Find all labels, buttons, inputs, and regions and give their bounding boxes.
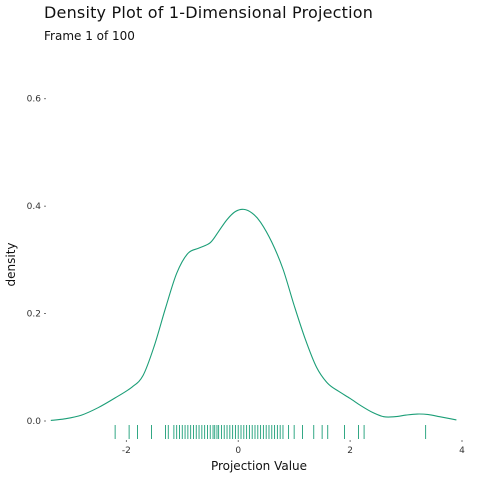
chart-title: Density Plot of 1-Dimensional Projection bbox=[44, 3, 374, 22]
chart-subtitle: Frame 1 of 100 bbox=[44, 29, 135, 43]
y-axis-title: density bbox=[4, 243, 18, 287]
y-tick-label: 0.2 bbox=[27, 310, 41, 320]
x-tick-label: -2 bbox=[122, 446, 131, 456]
density-curve bbox=[50, 208, 457, 422]
y-tick-label: 0.4 bbox=[27, 202, 42, 212]
y-tick-label: 0.0 bbox=[27, 417, 42, 427]
x-tick-label: 4 bbox=[459, 446, 465, 456]
y-tick-label: 0.6 bbox=[27, 95, 42, 105]
y-axis: 0.0 0.2 0.4 0.6 bbox=[27, 95, 46, 427]
x-axis: -2 0 2 4 bbox=[122, 440, 465, 456]
x-tick-label: 0 bbox=[235, 446, 241, 456]
x-tick-label: 2 bbox=[347, 446, 353, 456]
rug-marks bbox=[114, 425, 427, 439]
x-axis-title: Projection Value bbox=[211, 459, 307, 473]
